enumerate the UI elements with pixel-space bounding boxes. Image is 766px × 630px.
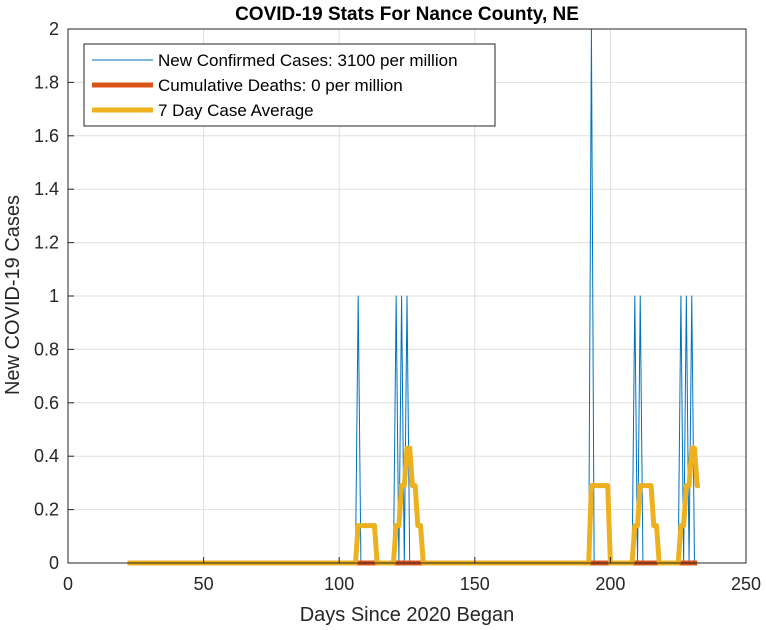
- x-tick-label: 0: [63, 574, 73, 594]
- y-tick-label: 0.8: [34, 339, 59, 359]
- y-tick-label: 1: [49, 286, 59, 306]
- x-tick-label: 50: [194, 574, 214, 594]
- legend-label-new-cases: New Confirmed Cases: 3100 per million: [158, 51, 458, 70]
- y-tick-label: 0.2: [34, 500, 59, 520]
- y-tick-label: 0.4: [34, 446, 59, 466]
- series-line-new-cases: [127, 28, 698, 564]
- y-tick-label: 1.4: [34, 179, 59, 199]
- x-tick-label: 200: [595, 574, 625, 594]
- y-tick-label: 2: [49, 19, 59, 39]
- legend-label-deaths: Cumulative Deaths: 0 per million: [158, 76, 403, 95]
- chart-title: COVID-19 Stats For Nance County, NE: [235, 4, 579, 25]
- x-tick-label: 250: [731, 574, 761, 594]
- legend-label-average: 7 Day Case Average: [158, 101, 314, 120]
- series-line-7-day-average: [127, 445, 700, 566]
- y-tick-label: 0: [49, 553, 59, 573]
- x-tick-label: 100: [324, 574, 354, 594]
- axis-ticks: 0 50 100 150 200 250 0 0.2 0.4 0.6 0.8 1 1.2 1.4 1.6 1.…: [34, 19, 761, 594]
- legend: New Confirmed Cases: 3100 per million Cu…: [83, 43, 496, 127]
- y-axis-label: New COVID-19 Cases: [2, 195, 24, 395]
- x-tick-label: 150: [460, 574, 490, 594]
- y-tick-label: 0.6: [34, 393, 59, 413]
- y-tick-label: 1.2: [34, 233, 59, 253]
- y-tick-label: 1.8: [34, 72, 59, 92]
- x-axis-label: Days Since 2020 Began: [300, 604, 515, 626]
- y-tick-label: 1.6: [34, 126, 59, 146]
